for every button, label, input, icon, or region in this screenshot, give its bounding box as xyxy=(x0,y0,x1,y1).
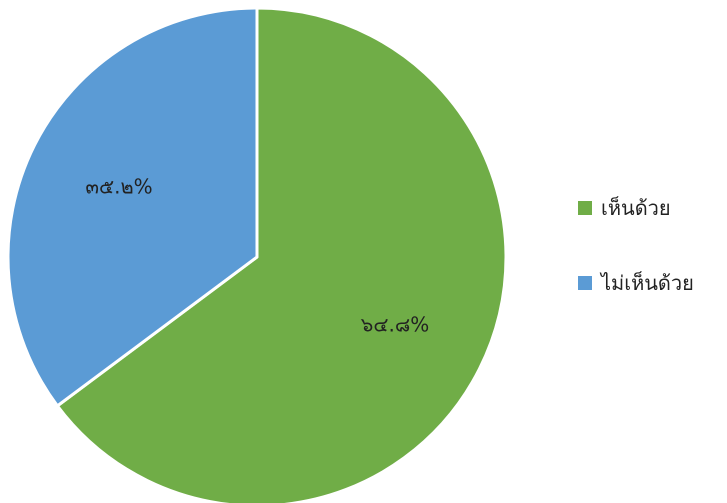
legend-label-agree: เห็นด้วย xyxy=(601,196,671,220)
pie-slice-disagree[interactable] xyxy=(6,6,259,408)
legend-swatch-disagree xyxy=(578,276,592,290)
pie-slice-agree[interactable] xyxy=(55,6,508,503)
data-label-agree: ๖๔.๘% xyxy=(361,313,430,337)
legend-item-disagree[interactable]: ไม่เห็นด้วย xyxy=(578,268,694,298)
data-label-disagree: ๓๕.๒% xyxy=(85,174,152,198)
legend-item-agree[interactable]: เห็นด้วย xyxy=(578,193,694,223)
legend-label-disagree: ไม่เห็นด้วย xyxy=(601,271,694,295)
legend: เห็นด้วย ไม่เห็นด้วย xyxy=(578,193,694,343)
legend-swatch-agree xyxy=(578,201,592,215)
